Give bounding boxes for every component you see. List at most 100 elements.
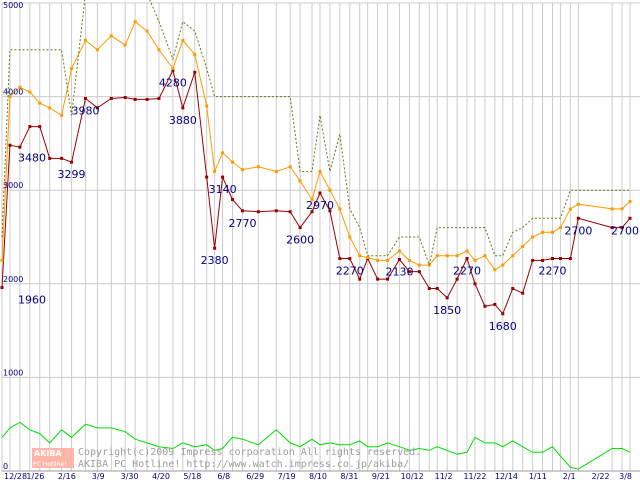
data-point bbox=[348, 257, 352, 261]
data-point bbox=[338, 257, 342, 261]
data-point bbox=[501, 312, 505, 316]
data-label: 2270 bbox=[336, 265, 364, 278]
data-point bbox=[397, 257, 401, 261]
data-point bbox=[318, 169, 322, 173]
data-point bbox=[181, 38, 185, 42]
akiba-logo: AKIBA PC Hotline! bbox=[32, 448, 74, 468]
data-point bbox=[455, 277, 459, 281]
data-point bbox=[83, 96, 87, 100]
data-point bbox=[568, 207, 572, 211]
series-line-max bbox=[1, 0, 630, 267]
data-label: 2270 bbox=[538, 265, 566, 278]
data-label: 3880 bbox=[169, 114, 197, 127]
data-point bbox=[171, 68, 175, 72]
logo-top-bg bbox=[32, 448, 74, 458]
data-point bbox=[531, 235, 535, 239]
x-tick-label: 5/18 bbox=[183, 472, 201, 480]
watermark: AKIBA PC Hotline! Copyright(c)2009 Impre… bbox=[32, 447, 421, 470]
data-label: 1850 bbox=[433, 304, 461, 317]
data-label: 3299 bbox=[58, 168, 86, 181]
series-min bbox=[0, 68, 632, 316]
data-point bbox=[435, 254, 439, 258]
data-point bbox=[445, 254, 449, 258]
data-label: 3980 bbox=[71, 104, 99, 117]
data-point bbox=[407, 258, 411, 262]
data-label: 3140 bbox=[209, 183, 237, 196]
data-point bbox=[483, 254, 487, 258]
series-average bbox=[0, 20, 632, 272]
y-tick-label: 3000 bbox=[3, 181, 23, 190]
data-point bbox=[397, 249, 401, 253]
y-tick-label: 4000 bbox=[3, 88, 23, 97]
x-tick-label: 2/16 bbox=[58, 472, 76, 480]
data-point bbox=[465, 249, 469, 253]
x-tick-label: 1/26 bbox=[26, 472, 44, 480]
copyright-line: Copyright(c)2009 Impress corporation All… bbox=[78, 447, 421, 458]
data-point bbox=[231, 160, 235, 164]
data-point bbox=[511, 286, 515, 290]
labels-layer: 1960 3480 3299 3980 4280 3880 2380 3140 2770 2600… bbox=[18, 76, 639, 332]
data-point bbox=[493, 302, 497, 306]
data-label: 3480 bbox=[18, 151, 46, 164]
series-line-average bbox=[1, 20, 631, 271]
data-point bbox=[123, 96, 127, 100]
data-point bbox=[221, 151, 225, 155]
data-point bbox=[473, 282, 477, 286]
data-point bbox=[256, 210, 260, 214]
data-point bbox=[48, 156, 52, 160]
data-point bbox=[483, 304, 487, 308]
data-point bbox=[550, 230, 554, 234]
data-point bbox=[48, 106, 52, 110]
x-tick-label: 3/8 bbox=[619, 472, 632, 480]
y-tick-label: 0 bbox=[3, 462, 8, 471]
data-point bbox=[221, 175, 225, 179]
data-point bbox=[193, 70, 197, 74]
data-point bbox=[70, 160, 74, 164]
data-point bbox=[558, 257, 562, 261]
data-point bbox=[38, 101, 42, 105]
data-point bbox=[157, 48, 161, 52]
data-point bbox=[133, 20, 137, 24]
data-point bbox=[213, 246, 217, 250]
data-point bbox=[318, 191, 322, 195]
data-point bbox=[240, 209, 244, 213]
data-point bbox=[38, 125, 42, 129]
data-point bbox=[386, 258, 390, 262]
data-label: 2770 bbox=[228, 217, 256, 230]
data-point bbox=[541, 230, 545, 234]
data-point bbox=[511, 254, 515, 258]
data-point bbox=[628, 216, 632, 220]
data-point bbox=[376, 258, 380, 262]
data-point bbox=[231, 198, 235, 202]
y-tick-label: 5000 bbox=[3, 1, 23, 10]
x-tick-label: 3/30 bbox=[121, 472, 139, 480]
data-point bbox=[274, 209, 278, 213]
data-point bbox=[0, 286, 4, 290]
logo-bottom-bg bbox=[32, 458, 74, 468]
data-point bbox=[60, 156, 64, 160]
data-point bbox=[541, 258, 545, 262]
data-point bbox=[181, 106, 185, 110]
data-point bbox=[628, 199, 632, 203]
data-point bbox=[328, 188, 332, 192]
data-point bbox=[83, 38, 87, 42]
x-tick-label: 4/20 bbox=[152, 472, 170, 480]
data-label: 2380 bbox=[201, 254, 229, 267]
data-label: 2270 bbox=[453, 265, 481, 278]
data-point bbox=[205, 175, 209, 179]
x-tick-label: 8/31 bbox=[340, 472, 358, 480]
x-tick-label: 7/19 bbox=[278, 472, 296, 480]
data-point bbox=[171, 67, 175, 71]
x-tick-label: 6/29 bbox=[246, 472, 264, 480]
series-layer bbox=[0, 0, 632, 470]
data-point bbox=[8, 143, 12, 147]
y-tick-label: 2000 bbox=[3, 275, 23, 284]
data-point bbox=[521, 291, 525, 295]
x-tick-label: 9/21 bbox=[372, 472, 390, 480]
data-point bbox=[348, 235, 352, 239]
data-point bbox=[18, 145, 22, 149]
x-tick-label: 11/22 bbox=[463, 472, 486, 480]
data-point bbox=[358, 277, 362, 281]
